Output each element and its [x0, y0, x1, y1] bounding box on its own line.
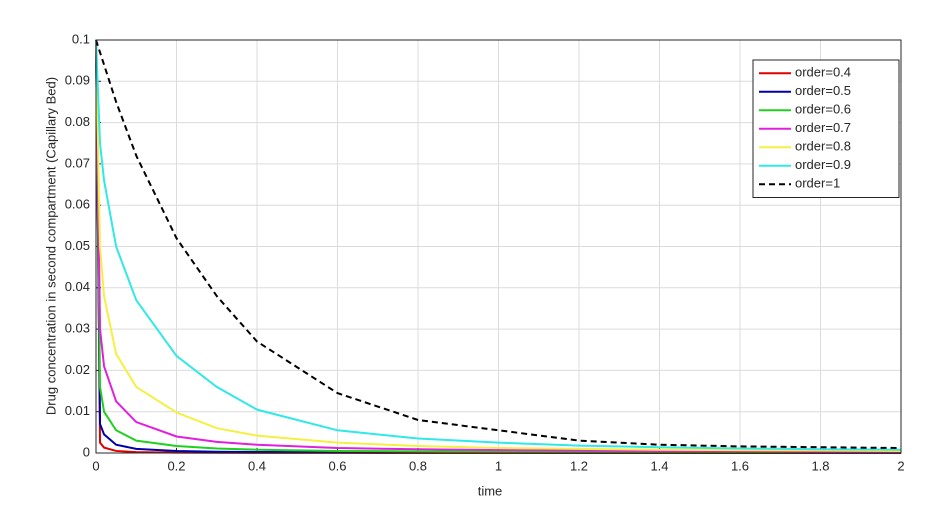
series-line — [95, 39, 902, 451]
x-tick-label: 1.4 — [650, 458, 668, 473]
x-axis-label: time — [478, 483, 503, 498]
y-tick-label: 0.07 — [65, 155, 90, 170]
legend-label: order=0.9 — [795, 157, 851, 172]
x-tick-label: 0.8 — [409, 458, 427, 473]
y-tick-label: 0.02 — [65, 362, 90, 377]
series-line — [95, 39, 902, 450]
y-tick-label: 0.05 — [65, 238, 90, 253]
plot-frame — [95, 39, 902, 454]
legend-label: order=0.5 — [795, 83, 851, 98]
legend-label: order=0.7 — [795, 120, 851, 135]
y-tick-label: 0.03 — [65, 321, 90, 336]
x-tick-label: 0.2 — [167, 458, 185, 473]
legend-label: order=0.4 — [795, 65, 851, 80]
legend-label: order=0.6 — [795, 102, 851, 117]
x-tick-label: 1.6 — [731, 458, 749, 473]
y-axis-label: Drug concentration in second compartment… — [43, 77, 58, 415]
x-tick-label: 1.8 — [811, 458, 829, 473]
x-tick-label: 0.4 — [248, 458, 266, 473]
x-tick-label: 0.6 — [328, 458, 346, 473]
x-tick-label: 1.2 — [570, 458, 588, 473]
x-tick-label: 1 — [495, 458, 502, 473]
legend: order=0.4 order=0.5 order=0.6 order=0.7 orde… — [752, 59, 900, 198]
series-line — [95, 39, 902, 452]
y-tick-label: 0.09 — [65, 73, 90, 88]
x-tick-label: 2 — [897, 458, 904, 473]
y-tick-label: 0.06 — [65, 197, 90, 212]
series-line — [95, 39, 901, 454]
x-tick-label: 0 — [92, 458, 99, 473]
y-tick-label: 0.01 — [65, 403, 90, 418]
legend-label: order=0.8 — [795, 139, 851, 154]
y-tick-label: 0.08 — [65, 114, 90, 129]
legend-label: order=1 — [795, 176, 840, 191]
y-tick-label: 0.1 — [72, 31, 90, 46]
y-tick-label: 0.04 — [65, 279, 90, 294]
y-tick-label: 0 — [83, 444, 90, 459]
series-line — [95, 39, 901, 453]
